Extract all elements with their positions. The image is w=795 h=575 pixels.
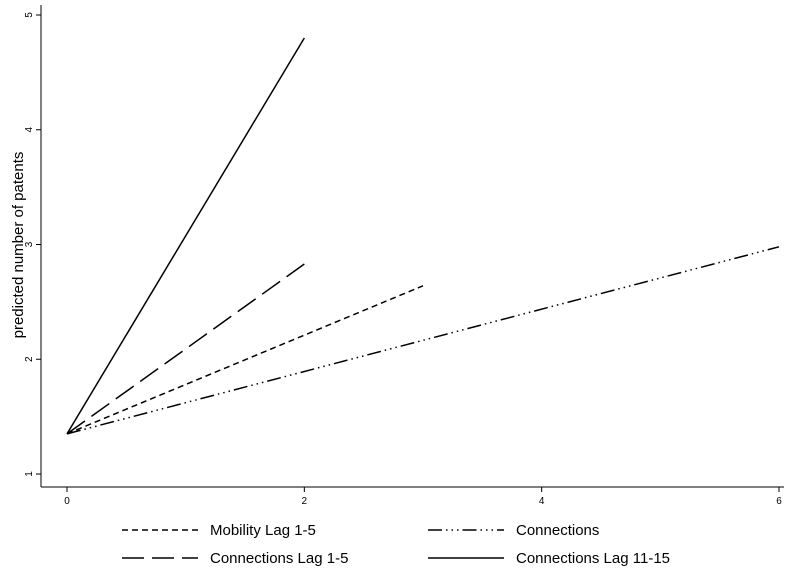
y-axis: 1 2 3 4 5 <box>24 5 42 487</box>
legend: Mobility Lag 1-5 Connections Connections L… <box>122 522 670 567</box>
series-line <box>66 246 780 435</box>
y-axis-title: predicted number of patents <box>10 152 27 339</box>
y-tick-label: 4 <box>24 127 35 133</box>
series-line <box>66 263 305 435</box>
x-axis: 0 2 4 6 <box>41 486 784 507</box>
plot-lines <box>66 37 780 435</box>
y-tick-label: 1 <box>24 471 35 477</box>
x-tick-label: 6 <box>776 496 782 507</box>
x-tick-label: 0 <box>64 496 70 507</box>
y-tick-label: 3 <box>24 241 35 247</box>
x-tick-label: 4 <box>539 496 545 507</box>
legend-label: Connections Lag 1-5 <box>210 550 348 567</box>
legend-label: Mobility Lag 1-5 <box>210 522 316 539</box>
legend-label: Connections <box>516 522 599 539</box>
y-tick-label: 5 <box>24 12 35 18</box>
legend-label: Connections Lag 11-15 <box>516 550 670 567</box>
x-tick-label: 2 <box>302 496 308 507</box>
series-line <box>66 37 305 435</box>
series-line <box>66 285 424 435</box>
y-tick-label: 2 <box>24 356 35 362</box>
